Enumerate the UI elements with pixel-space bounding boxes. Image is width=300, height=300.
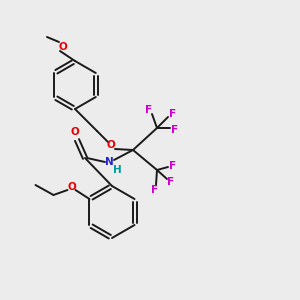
Text: F: F — [146, 105, 153, 115]
Text: O: O — [106, 140, 116, 150]
Text: F: F — [171, 125, 178, 135]
Text: H: H — [112, 165, 122, 175]
Text: O: O — [58, 42, 68, 52]
Text: F: F — [167, 177, 175, 187]
Text: N: N — [105, 157, 113, 167]
Text: F: F — [152, 185, 159, 195]
Text: F: F — [169, 161, 177, 171]
Text: F: F — [169, 109, 177, 119]
Text: O: O — [70, 127, 80, 137]
Text: O: O — [67, 182, 76, 192]
